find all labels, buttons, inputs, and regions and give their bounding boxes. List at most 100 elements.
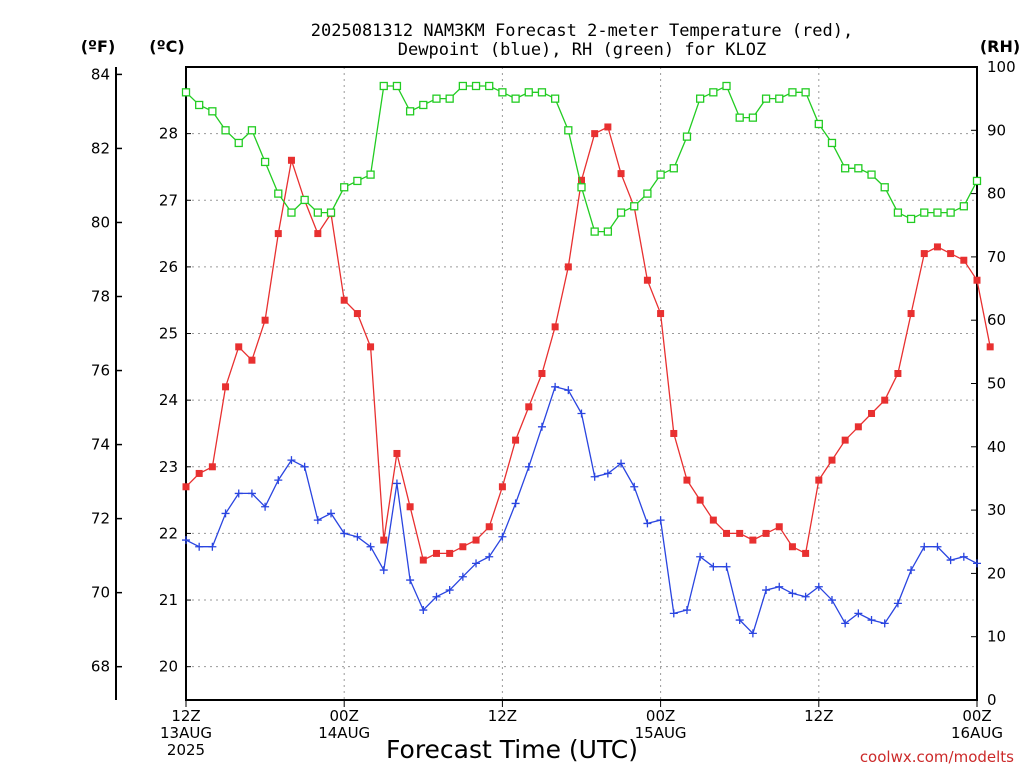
rh-point (340, 183, 349, 192)
dewpoint-point (366, 542, 375, 551)
temperature-point (788, 543, 796, 551)
temperature-point (485, 523, 493, 531)
dewpoint-point (946, 556, 955, 565)
rh-point (603, 227, 613, 236)
temperature-point (960, 256, 968, 264)
dewpoint-point (247, 489, 256, 498)
dewpoint-point (234, 489, 243, 498)
dewpoint-point (841, 619, 850, 628)
dewpoint-point (327, 509, 336, 518)
temperature-point (973, 276, 981, 284)
rh-point (696, 94, 705, 103)
source-credit: coolwx.com/modelts (860, 748, 1014, 766)
temperature-point (248, 356, 256, 364)
fahrenheit-tick-label: 84 (91, 65, 110, 83)
rh-point (471, 81, 481, 91)
rh-point (195, 100, 204, 110)
temperature-point (815, 476, 823, 484)
rh-point (458, 81, 468, 91)
rh-point (405, 107, 415, 116)
rh-tick-label: 80 (987, 185, 1006, 203)
dewpoint-point (867, 616, 876, 625)
rh-point (326, 208, 336, 217)
x-axis-title: Forecast Time (UTC) (386, 735, 638, 764)
dewpoint-point (498, 532, 507, 541)
rh-point (432, 94, 441, 103)
temperature-point (828, 456, 836, 464)
dewpoint-point (893, 599, 902, 608)
temperature-point (235, 343, 243, 351)
rh-point (735, 113, 744, 122)
temperature-point (802, 549, 810, 557)
dewpoint-point (722, 562, 731, 571)
rh-line (185, 85, 978, 233)
temperature-point (380, 536, 388, 544)
rh-point (498, 88, 507, 97)
temperature-point (696, 496, 704, 504)
x-tick-label: 14AUG (318, 724, 370, 742)
temperature-point (657, 310, 665, 318)
grid-lines (186, 67, 977, 700)
dewpoint-point (524, 462, 533, 471)
temperature-point (683, 476, 691, 484)
rh-point (247, 126, 257, 135)
rh-point (590, 227, 599, 236)
dewpoint-point (274, 476, 283, 485)
rh-point (827, 138, 837, 148)
temperature-point (472, 536, 480, 544)
temperature-point (551, 323, 559, 331)
rh-point (748, 113, 758, 122)
dewpoint-point (603, 469, 612, 478)
celsius-tick-label: 21 (159, 591, 178, 609)
dewpoint-point (933, 542, 942, 551)
dewpoint-point (406, 576, 415, 585)
temperature-point (591, 130, 599, 138)
dewpoint-point (392, 479, 401, 488)
temperature-point (340, 296, 348, 304)
dewpoint-point (182, 536, 190, 545)
fahrenheit-tick-label: 70 (91, 584, 110, 602)
temperature-point (604, 123, 612, 131)
rh-point (959, 202, 968, 211)
rh-point (221, 126, 230, 135)
temperature-point (749, 536, 757, 544)
dewpoint-point (907, 566, 916, 575)
temperature-point (261, 316, 269, 324)
rh-point (445, 94, 454, 103)
temperature-point (564, 263, 572, 271)
temperature-point (670, 429, 678, 437)
celsius-unit-label: (ºC) (149, 37, 184, 56)
celsius-tick-label: 23 (159, 458, 178, 476)
rh-point (616, 208, 626, 217)
rh-point (920, 208, 929, 217)
chart-title-line2: Dewpoint (blue), RH (green) for KLOZ (398, 40, 766, 60)
temperature-point (222, 383, 230, 391)
rh-point (761, 94, 771, 103)
rh-point (946, 208, 955, 217)
rh-tick-label: 90 (987, 121, 1006, 139)
dewpoint-point (221, 509, 230, 518)
rh-point (419, 100, 428, 110)
temperature-point (723, 529, 731, 537)
temperature-point (933, 243, 941, 251)
temperature-point (868, 409, 876, 417)
rh-point (300, 195, 309, 205)
x-tick-label: 12Z (804, 707, 833, 725)
dewpoint-point (313, 516, 322, 525)
rh-point (564, 126, 573, 135)
fahrenheit-tick-label: 82 (91, 139, 110, 157)
rh-tick-label: 50 (987, 375, 1006, 393)
dewpoint-point (379, 566, 388, 575)
celsius-tick-label: 28 (159, 125, 178, 143)
celsius-tick-label: 22 (159, 524, 178, 542)
rh-point (550, 94, 560, 103)
rh-point (656, 170, 665, 179)
rh-point (893, 208, 903, 217)
dewpoint-point (959, 552, 968, 561)
rh-point (788, 88, 797, 97)
temperature-line (185, 126, 991, 562)
dewpoint-point (485, 552, 494, 561)
temperature-point (459, 543, 467, 551)
dewpoint-point (432, 592, 441, 601)
rh-point (775, 94, 784, 103)
